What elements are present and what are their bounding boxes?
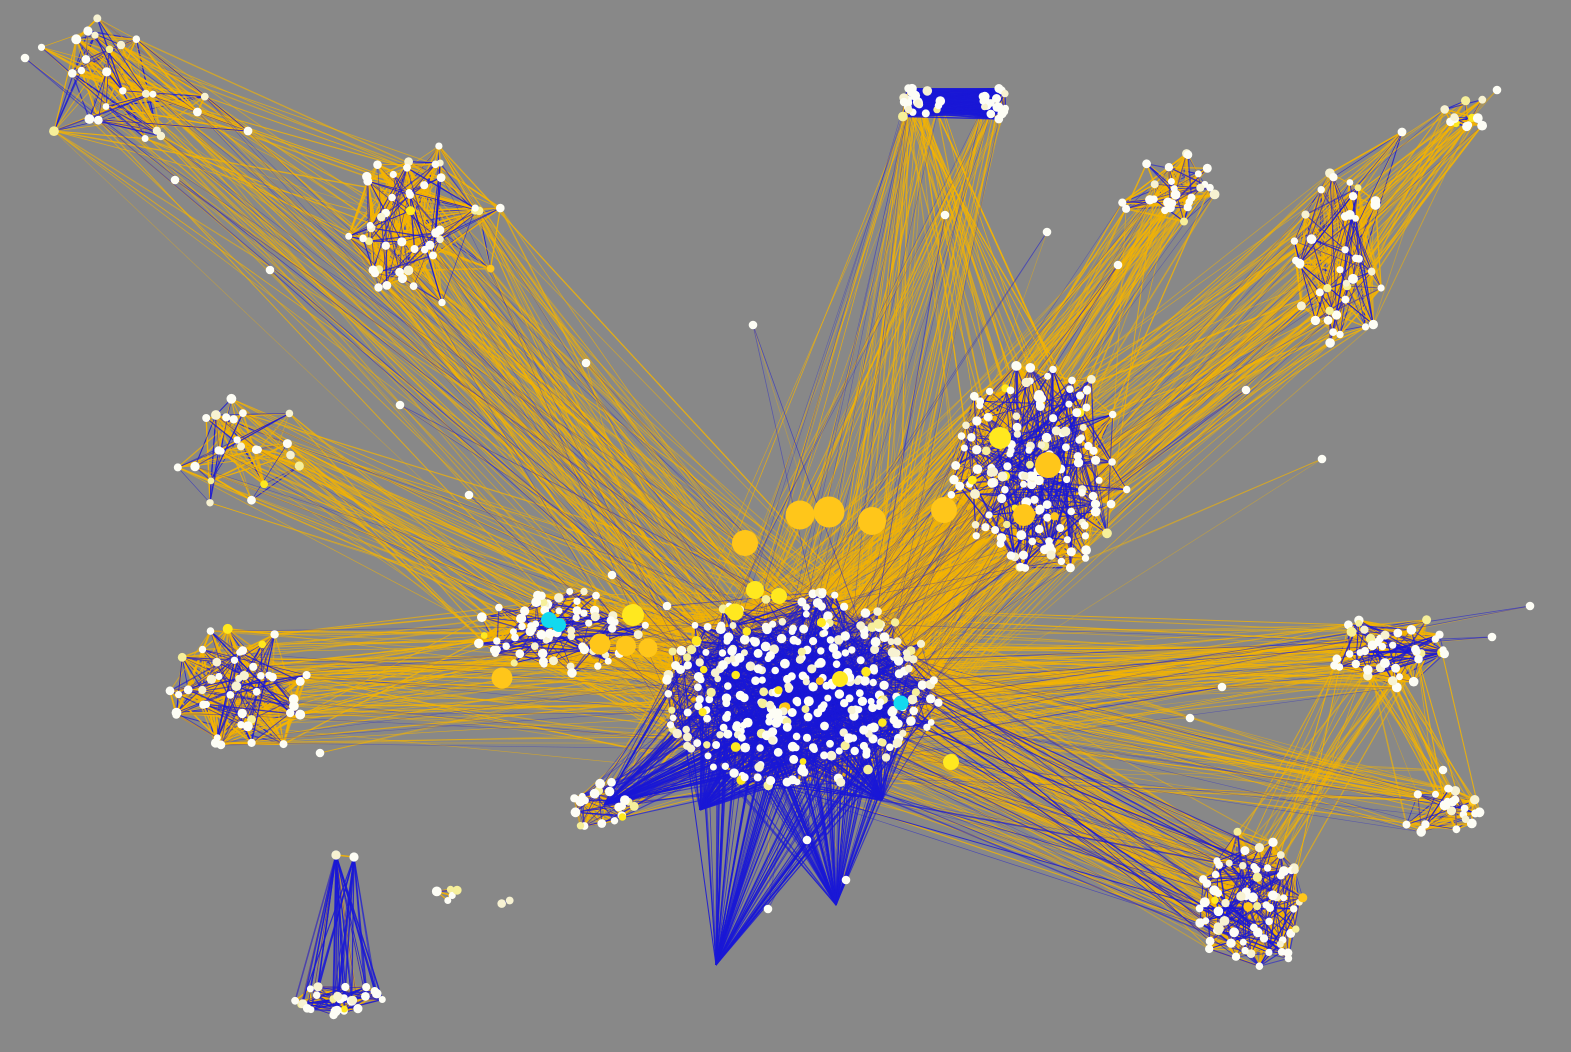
graph-edge — [75, 39, 99, 121]
graph-edge — [218, 449, 265, 485]
graph-edge — [347, 164, 379, 237]
graph-edge — [435, 232, 491, 269]
graph-edge — [97, 18, 137, 40]
graph-edge — [41, 30, 89, 48]
graph-edge — [177, 418, 235, 468]
graph-edge — [1183, 194, 1215, 222]
graph-edge — [94, 34, 249, 132]
graph-edge — [232, 418, 265, 485]
graph-edge — [1333, 131, 1403, 178]
graph-edge — [438, 145, 480, 212]
graph-edge — [85, 58, 146, 139]
graph-edge — [194, 465, 252, 501]
graph-edge — [1413, 653, 1445, 683]
graph-edge — [53, 39, 77, 132]
graph-edge — [490, 208, 501, 269]
graph-edge — [75, 38, 107, 107]
graph-edge — [41, 46, 82, 72]
graph-edge — [205, 417, 265, 485]
graph-edge — [367, 167, 408, 182]
graph-edge — [72, 72, 205, 98]
graph-edge — [80, 70, 100, 121]
graph-edge — [71, 39, 78, 74]
graph-edge — [1406, 794, 1419, 825]
graph-edge — [41, 46, 87, 60]
graph-edge — [181, 657, 189, 690]
graph-edge — [135, 38, 198, 113]
graph-edge — [53, 48, 110, 132]
graph-edge — [440, 177, 480, 212]
graph-edge — [348, 236, 379, 288]
graph-edge — [367, 161, 409, 182]
graph-edge — [96, 17, 122, 46]
graph-edge — [385, 207, 476, 214]
graph-edge — [94, 34, 137, 40]
graph-edge — [122, 90, 146, 139]
graph-edge — [474, 208, 491, 269]
graph-edge — [1259, 957, 1289, 967]
graph-edge — [194, 449, 257, 467]
graph-edge — [53, 130, 146, 140]
